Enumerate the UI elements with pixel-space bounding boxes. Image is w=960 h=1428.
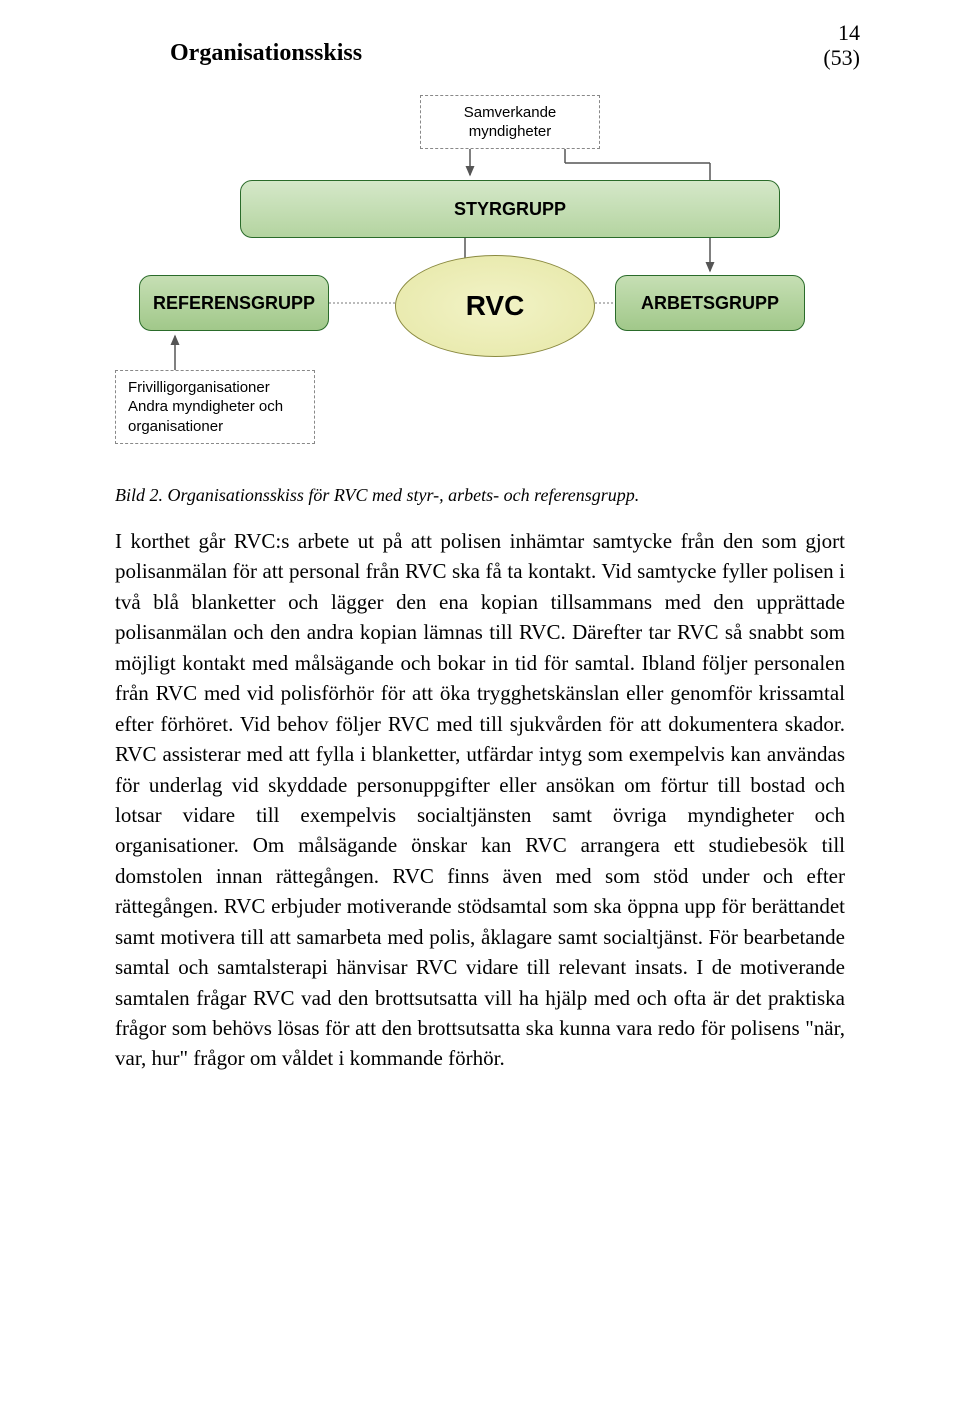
node-frivillig-line3: organisationer [128, 417, 223, 437]
node-samverkande-line2: myndigheter [469, 122, 552, 142]
section-title: Organisationsskiss [170, 40, 845, 67]
node-referensgrupp: REFERENSGRUPP [139, 275, 329, 331]
node-samverkande-line1: Samverkande [464, 103, 557, 123]
node-samverkande: Samverkande myndigheter [420, 95, 600, 149]
node-arbetsgrupp: ARBETSGRUPP [615, 275, 805, 331]
node-frivillig-line1: Frivilligorganisationer [128, 378, 270, 398]
node-styrgrupp: STYRGRUPP [240, 180, 780, 238]
page-number-sub: (53) [823, 45, 860, 71]
page-number: 14 [838, 20, 860, 46]
node-frivillig: Frivilligorganisationer Andra myndighete… [115, 370, 315, 444]
node-rvc: RVC [395, 255, 595, 357]
org-diagram: Samverkande myndigheter STYRGRUPP REFERE… [115, 95, 845, 465]
figure-caption: Bild 2. Organisationsskiss för RVC med s… [115, 485, 845, 506]
node-frivillig-line2: Andra myndigheter och [128, 397, 283, 417]
body-paragraph: I korthet går RVC:s arbete ut på att pol… [115, 526, 845, 1074]
